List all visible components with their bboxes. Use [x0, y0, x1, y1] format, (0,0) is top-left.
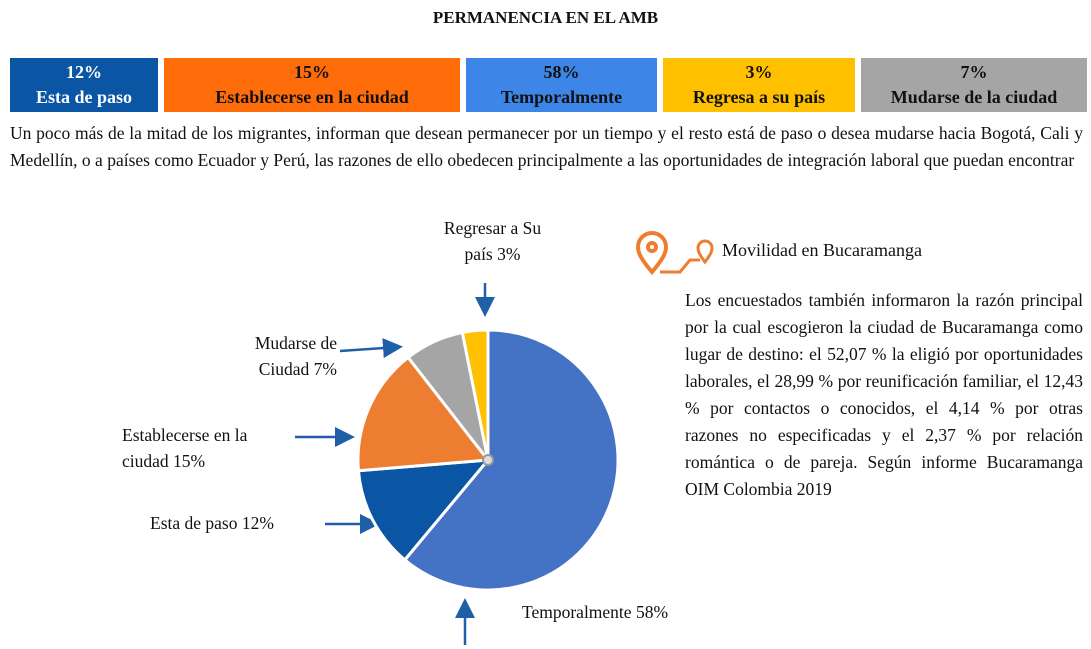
- pie-label: Regresar a Su país 3%: [440, 215, 545, 267]
- category-label: Temporalmente: [522, 602, 632, 622]
- pie-label: Temporalmente 58%: [522, 599, 672, 625]
- pie-label: Esta de paso 12%: [150, 510, 330, 536]
- pie-slice: [402, 328, 620, 592]
- segment: 58% Temporalmente: [466, 58, 657, 112]
- segment-label: Establecerse en la ciudad: [215, 87, 409, 107]
- category-label: Regresar a Su país: [443, 218, 542, 264]
- segment: 15% Establecerse en la ciudad: [164, 58, 460, 112]
- segment-percent: 3%: [745, 62, 773, 82]
- category-label: Esta de paso: [150, 513, 238, 533]
- side-text: Los encuestados también informaron la ra…: [685, 290, 1083, 499]
- arrows: [295, 283, 495, 645]
- pie-label: Mudarse de Ciudad 7%: [222, 330, 337, 382]
- segment-label: Temporalmente: [500, 87, 623, 107]
- category-label: Mudarse de Ciudad: [254, 333, 337, 379]
- arrow: [339, 338, 403, 359]
- segment-percent: 15%: [294, 62, 330, 82]
- value-label: 15%: [173, 451, 206, 471]
- segment-percent: 12%: [66, 62, 102, 82]
- pie-slice: [460, 328, 490, 461]
- segment: 3% Regresa a su país: [663, 58, 855, 112]
- segment-label: Mudarse de la ciudad: [890, 87, 1058, 107]
- segment: 7% Mudarse de la ciudad: [861, 58, 1087, 112]
- pie-label: Establecerse en la ciudad 15%: [122, 422, 297, 474]
- segment-label: Esta de paso: [35, 87, 133, 107]
- value-label: 58%: [635, 602, 669, 622]
- segment-label: Regresa a su país: [692, 87, 826, 107]
- segment-percent: 58%: [543, 62, 580, 82]
- pie-slice: [356, 355, 491, 473]
- pie-slice: [356, 458, 492, 563]
- category-label: Establecerse en la ciudad: [122, 425, 248, 471]
- value-label: 12%: [241, 513, 274, 533]
- center-dot: [482, 454, 494, 466]
- title: PERMANENCIA EN EL AMB: [432, 8, 659, 27]
- segment: 12% Esta de paso: [10, 58, 158, 112]
- side-heading: Movilidad en Bucaramanga: [722, 240, 922, 260]
- value-label: 7%: [313, 359, 337, 379]
- intro-text: Un poco más de la mitad de los migrantes…: [10, 123, 1083, 170]
- segment-percent: 7%: [960, 62, 988, 82]
- value-label: 3%: [497, 244, 521, 264]
- location-icon: [635, 231, 714, 276]
